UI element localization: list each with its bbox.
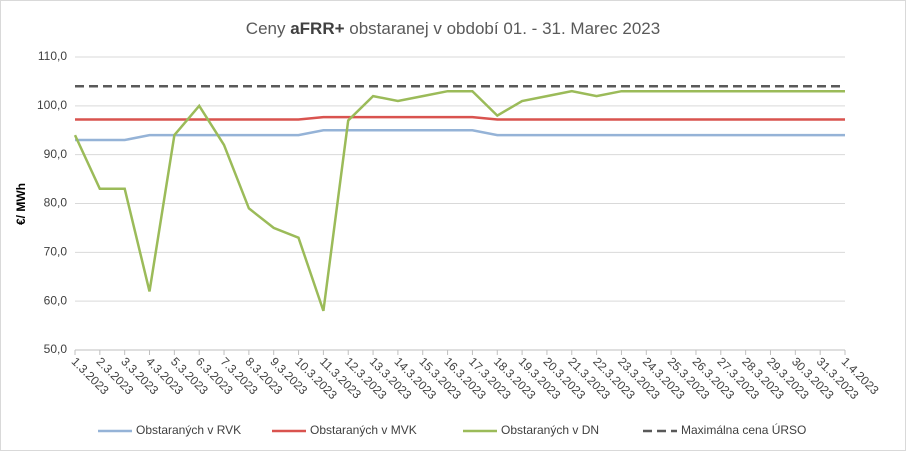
y-axis-label: €/ MWh [14, 183, 28, 225]
chart-title: Ceny aFRR+ obstaranej v období 01. - 31.… [246, 19, 660, 38]
y-tick-label: 90,0 [44, 147, 68, 161]
legend-label: Maximálna cena ÚRSO [681, 422, 806, 437]
y-tick-label: 80,0 [44, 196, 68, 210]
series-line [75, 129, 845, 142]
y-tick-label: 70,0 [44, 245, 68, 259]
y-tick-label: 100,0 [37, 98, 67, 112]
y-tick-label: 60,0 [44, 293, 68, 307]
legend-label: Obstaraných v MVK [310, 423, 417, 437]
y-tick-label: 50,0 [44, 342, 68, 356]
series-line [75, 115, 845, 121]
series-line [73, 89, 845, 312]
y-tick-label: 110,0 [38, 49, 67, 63]
legend-label: Obstaraných v RVK [136, 423, 241, 437]
legend-label: Obstaraných v DN [501, 423, 599, 437]
